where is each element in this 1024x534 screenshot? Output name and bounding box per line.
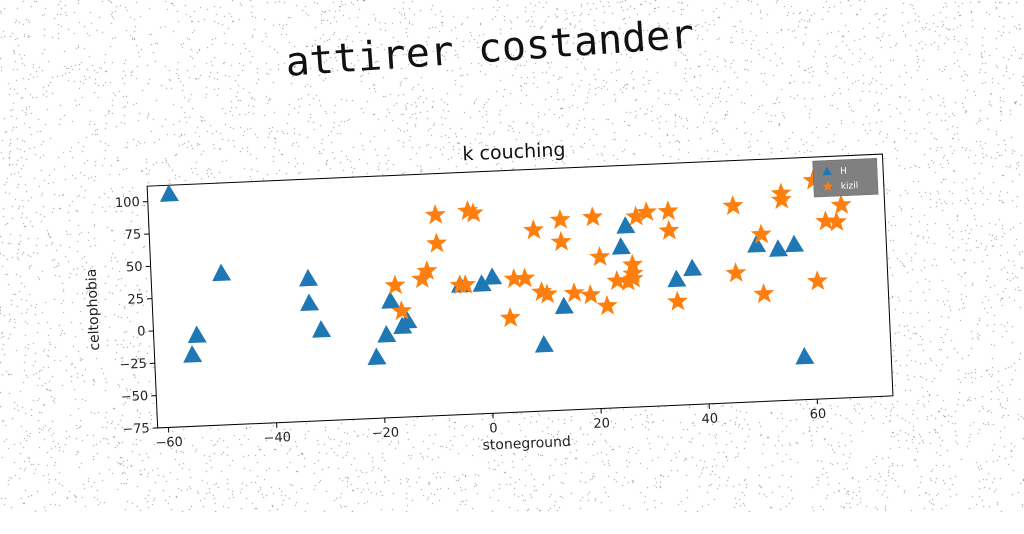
x-tick-label: −20 [371,425,399,441]
y-tick-label: 0 [137,324,146,339]
x-axis-label: stoneground [482,434,571,454]
y-tick-label: 100 [115,195,140,211]
y-tick-label: 50 [126,260,143,276]
x-tick-label: 20 [593,416,610,432]
legend-label: kizil [841,181,859,192]
x-tick-label: 40 [701,411,718,427]
x-tick-label: −40 [263,430,291,446]
legend-label: H [840,167,847,177]
y-tick-label: 75 [124,227,141,243]
x-tick-label: 60 [809,407,826,423]
y-tick-label: −25 [119,357,147,373]
y-tick-label: −50 [121,389,149,405]
x-tick-label: −60 [155,435,183,451]
chart-title: k couching [462,139,566,165]
y-tick-label: 25 [127,292,144,308]
x-tick-label: 0 [489,421,498,436]
y-axis-label: celtophobia [84,268,104,351]
y-tick-label: −75 [122,421,150,437]
